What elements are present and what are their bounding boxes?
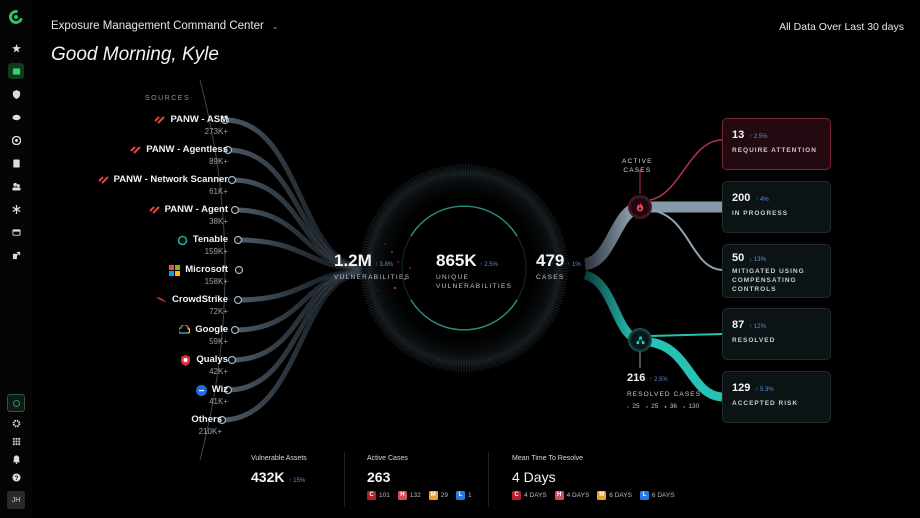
- card-in-progress[interactable]: 200 ↑ 4% IN PROGRESS: [722, 181, 831, 233]
- avatar[interactable]: JH: [7, 491, 25, 509]
- card-resolved[interactable]: 87 ↑ 12% RESOLVED: [722, 308, 831, 360]
- delta-badge: ↑ 2.5%: [749, 134, 768, 140]
- chevron-down-icon: ⌄: [271, 21, 279, 31]
- tenable-logo-icon: [177, 235, 188, 246]
- panw-logo-icon: [148, 205, 160, 214]
- flame-icon: [636, 202, 644, 212]
- panw-logo-icon: [97, 175, 109, 184]
- panw-logo-icon: [130, 145, 141, 154]
- source-others[interactable]: Others 210K+: [191, 414, 222, 436]
- delta-badge: ↑ 3.8%: [374, 262, 394, 268]
- card-require-attention[interactable]: 13 ↑ 2.5% REQUIRE ATTENTION: [722, 118, 831, 170]
- vulnerable-assets-summary[interactable]: Vulnerable Assets 432K ↑ 15%: [251, 455, 307, 485]
- source-google[interactable]: Google 59K+: [178, 324, 228, 346]
- chip-high: H 132: [397, 491, 421, 500]
- document-icon[interactable]: [8, 155, 24, 171]
- eye-icon[interactable]: [8, 109, 24, 125]
- target-icon[interactable]: [8, 132, 24, 148]
- card-mitigated[interactable]: 50 ↓ 13% MITIGATED USING COMPENSATING CON…: [722, 244, 831, 298]
- app-title-dropdown[interactable]: Exposure Management Command Center ⌄: [51, 20, 279, 32]
- app-title: Exposure Management Command Center: [51, 20, 264, 32]
- severity-high: 25: [646, 403, 658, 410]
- star-icon[interactable]: [8, 40, 24, 56]
- source-panw-agent[interactable]: PANW - Agent 38K+: [148, 204, 228, 226]
- divider: [488, 452, 489, 507]
- source-panw-asm[interactable]: PANW - ASM 273K+: [154, 114, 228, 136]
- page-title: Good Morning, Kyle: [51, 44, 219, 65]
- brand-logo-icon[interactable]: [6, 7, 26, 27]
- delta-badge: ↑ 15%: [288, 478, 306, 484]
- delta-badge: ↑ 4%: [755, 197, 769, 203]
- delta-badge: ↑ 12%: [749, 324, 766, 330]
- vulnerabilities-stat[interactable]: 1.2M ↑ 3.8% VULNERABILITIES: [334, 251, 411, 281]
- microsoft-logo-icon: [169, 265, 181, 276]
- chip-critical: C 101: [367, 491, 390, 500]
- divider: [344, 452, 345, 507]
- source-microsoft[interactable]: Microsoft 158K+: [169, 264, 228, 286]
- asterisk-icon[interactable]: [8, 201, 24, 217]
- svg-text:?: ?: [14, 474, 18, 481]
- google-cloud-logo-icon: [178, 324, 191, 334]
- severity-critical: 25: [627, 403, 639, 410]
- shield-icon[interactable]: [8, 86, 24, 102]
- hierarchy-icon: [635, 335, 645, 344]
- sidebar: ? JH: [0, 0, 32, 518]
- source-panw-network-scanner[interactable]: PANW - Network Scanner 61K+: [97, 174, 228, 196]
- unique-vulnerabilities-stat[interactable]: 865K ↑ 2.5% UNIQUE VULNERABILITIES: [436, 251, 513, 290]
- delta-badge: ↓ 13%: [749, 257, 766, 263]
- chip-medium: M 29: [428, 491, 448, 500]
- resolved-cases-node[interactable]: [629, 329, 651, 351]
- delta-badge: ↑ 1%: [567, 262, 581, 268]
- source-wiz[interactable]: Wiz 41K+: [195, 384, 228, 406]
- dashboard-icon[interactable]: [8, 63, 24, 79]
- sources-title: SOURCES: [145, 95, 191, 102]
- date-range-label[interactable]: All Data Over Last 30 days: [779, 21, 904, 33]
- source-panw-agentless[interactable]: PANW - Agentless 89K+: [130, 144, 228, 166]
- link-icon[interactable]: [8, 247, 24, 263]
- cases-stat[interactable]: 479 ↑ 1% CASES: [536, 251, 581, 281]
- status-icon[interactable]: [7, 394, 25, 412]
- settings-icon[interactable]: [8, 415, 24, 431]
- card-accepted-risk[interactable]: 129 ↑ 5.3% ACCEPTED RISK: [722, 371, 831, 423]
- users-icon[interactable]: [8, 178, 24, 194]
- source-tenable[interactable]: Tenable 159K+: [177, 234, 228, 256]
- resolved-severity-breakdown: 25 25 36 130: [627, 403, 701, 410]
- delta-badge: ↑ 2.5%: [649, 377, 668, 383]
- bell-icon[interactable]: [8, 451, 24, 467]
- source-crowdstrike[interactable]: CrowdStrike 72K+: [156, 294, 228, 316]
- wiz-logo-icon: [195, 385, 207, 396]
- active-cases-label: ACTIVE CASES: [622, 158, 653, 175]
- active-cases-node[interactable]: [629, 196, 651, 218]
- delta-badge: ↑ 5.3%: [755, 387, 774, 393]
- source-qualys[interactable]: Qualys 42K+: [180, 354, 228, 376]
- window-icon[interactable]: [8, 224, 24, 240]
- resolved-cases-summary: 216↑ 2.5% RESOLVED CASES 25 25 36 130: [627, 372, 701, 410]
- crowdstrike-logo-icon: [156, 295, 168, 304]
- help-icon[interactable]: ?: [8, 469, 24, 485]
- severity-medium: 36: [664, 403, 677, 410]
- severity-low: 130: [683, 403, 699, 410]
- panw-logo-icon: [154, 115, 166, 124]
- grid-icon[interactable]: [8, 433, 24, 449]
- delta-badge: ↑ 2.5%: [479, 262, 498, 268]
- qualys-logo-icon: [180, 355, 191, 366]
